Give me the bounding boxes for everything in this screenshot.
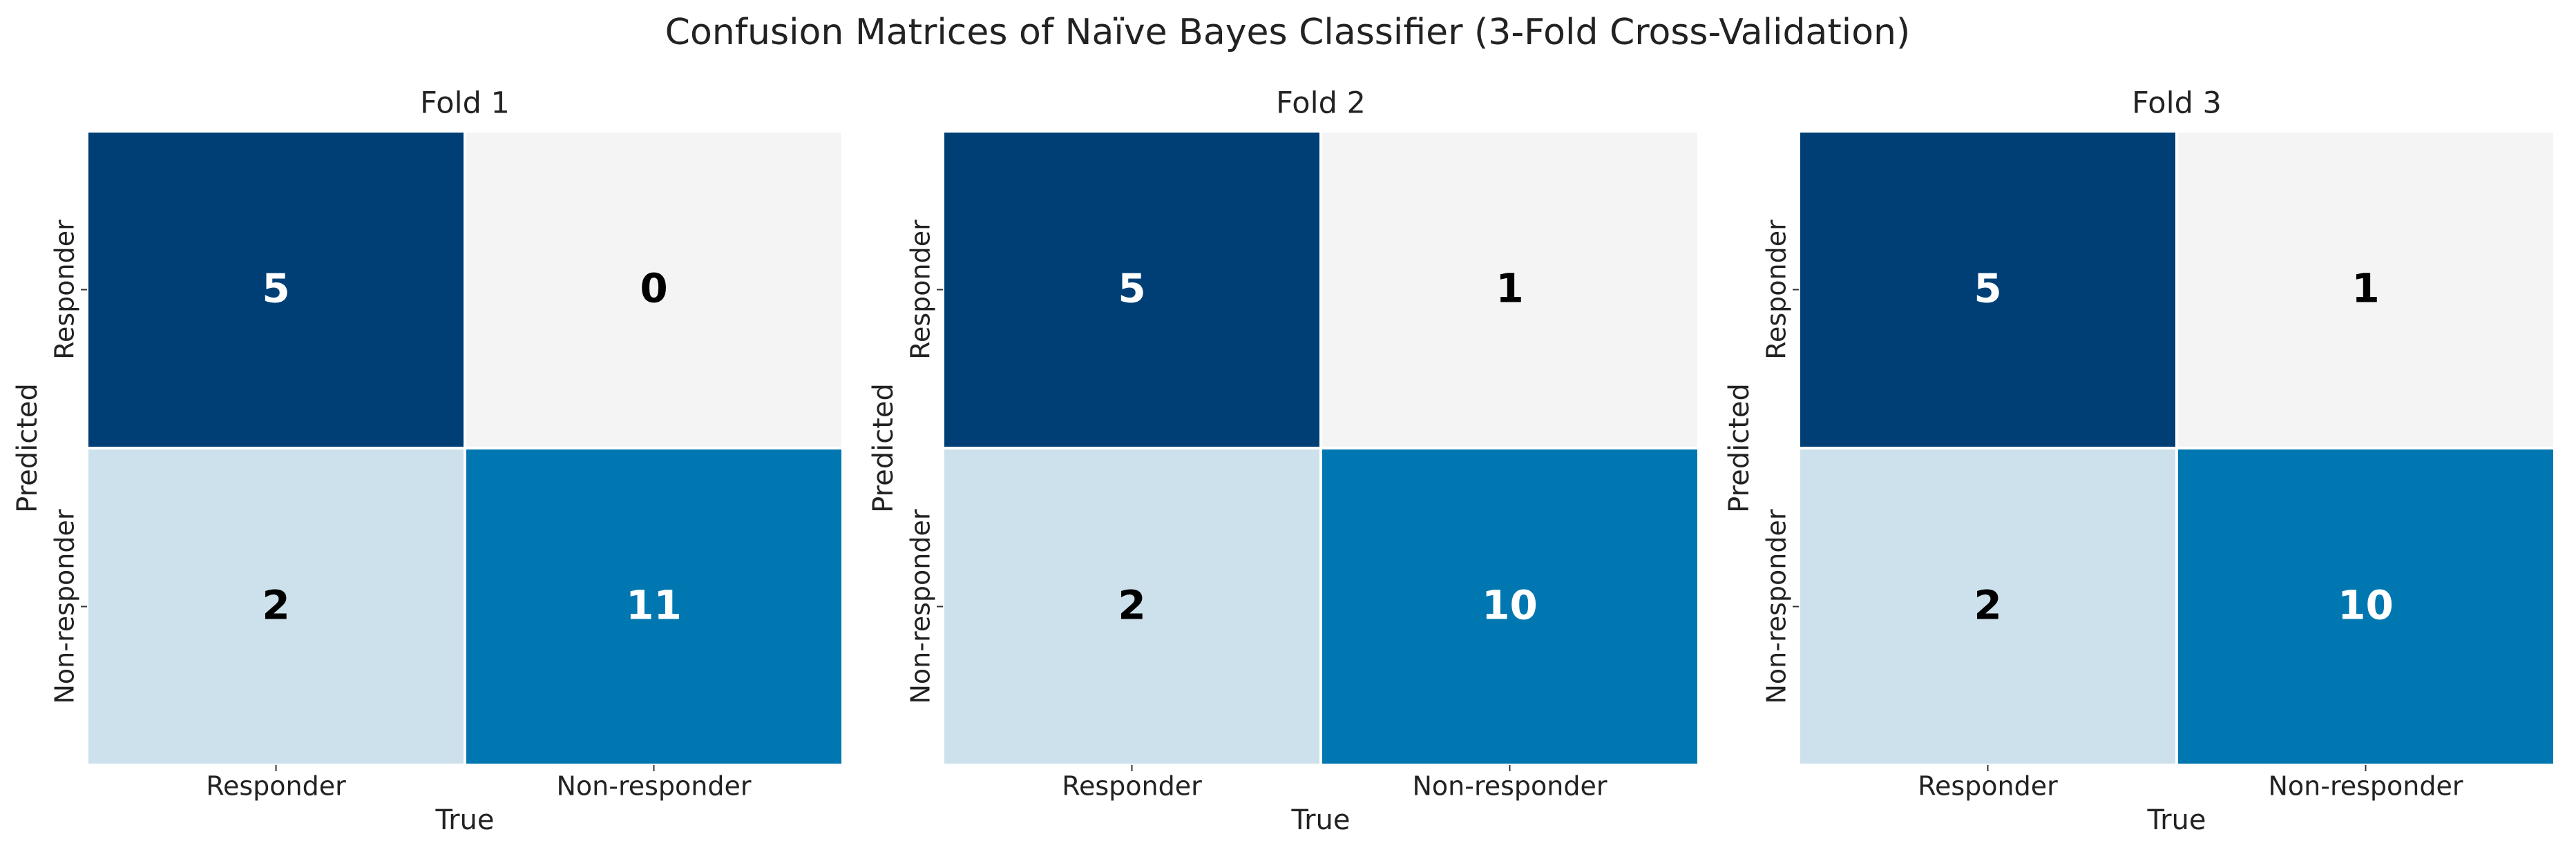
figure-title: Confusion Matrices of Naïve Bayes Classi… [665,12,1911,53]
y-tick-label: Non-responder [1762,509,1792,704]
heatmap-cell [1319,447,1700,766]
cell-label: 2 [1118,582,1145,629]
x-axis-label: True [435,804,495,836]
y-axis-label: Predicted [868,383,899,513]
panel-title: Fold 1 [420,86,510,121]
y-tick-label: Non-responder [906,509,936,704]
y-tick-label: Responder [1762,220,1792,360]
cell-label: 1 [2351,265,2379,312]
heatmap-cell [86,447,466,766]
x-axis-label: True [2147,804,2206,836]
heatmap-cell [464,130,844,449]
cell-label: 10 [2338,582,2394,629]
cell-label: 1 [1496,265,1523,312]
y-tick-label: Responder [50,220,80,360]
x-axis-label: True [1291,804,1351,836]
heatmap-cell [464,447,844,766]
cell-label: 0 [640,265,667,312]
cell-label: 5 [1118,265,1145,312]
x-tick-label: Non-responder [2268,771,2463,802]
cell-label: 5 [1974,265,2001,312]
cell-label: 2 [262,582,289,629]
panel-title: Fold 2 [1276,86,1366,121]
x-tick-label: Responder [1062,771,1202,802]
x-tick-label: Non-responder [556,771,751,802]
panel-title: Fold 3 [2132,86,2222,121]
heatmap-cell [86,130,466,449]
cell-label: 5 [262,265,289,312]
heatmap-cell [1319,130,1700,449]
y-tick-label: Non-responder [50,509,80,704]
heatmap-cell [942,447,1322,766]
x-tick-label: Responder [1918,771,2058,802]
heatmap-cell [2175,447,2556,766]
cell-label: 11 [626,582,682,629]
y-axis-label: Predicted [1724,383,1755,513]
heatmap-cell [2175,130,2556,449]
x-tick-label: Non-responder [1412,771,1607,802]
x-tick-label: Responder [206,771,346,802]
y-tick-label: Responder [906,220,936,360]
cell-label: 2 [1974,582,2001,629]
y-axis-label: Predicted [12,383,44,513]
cell-label: 10 [1482,582,1538,629]
heatmap-cell [1797,447,2178,766]
